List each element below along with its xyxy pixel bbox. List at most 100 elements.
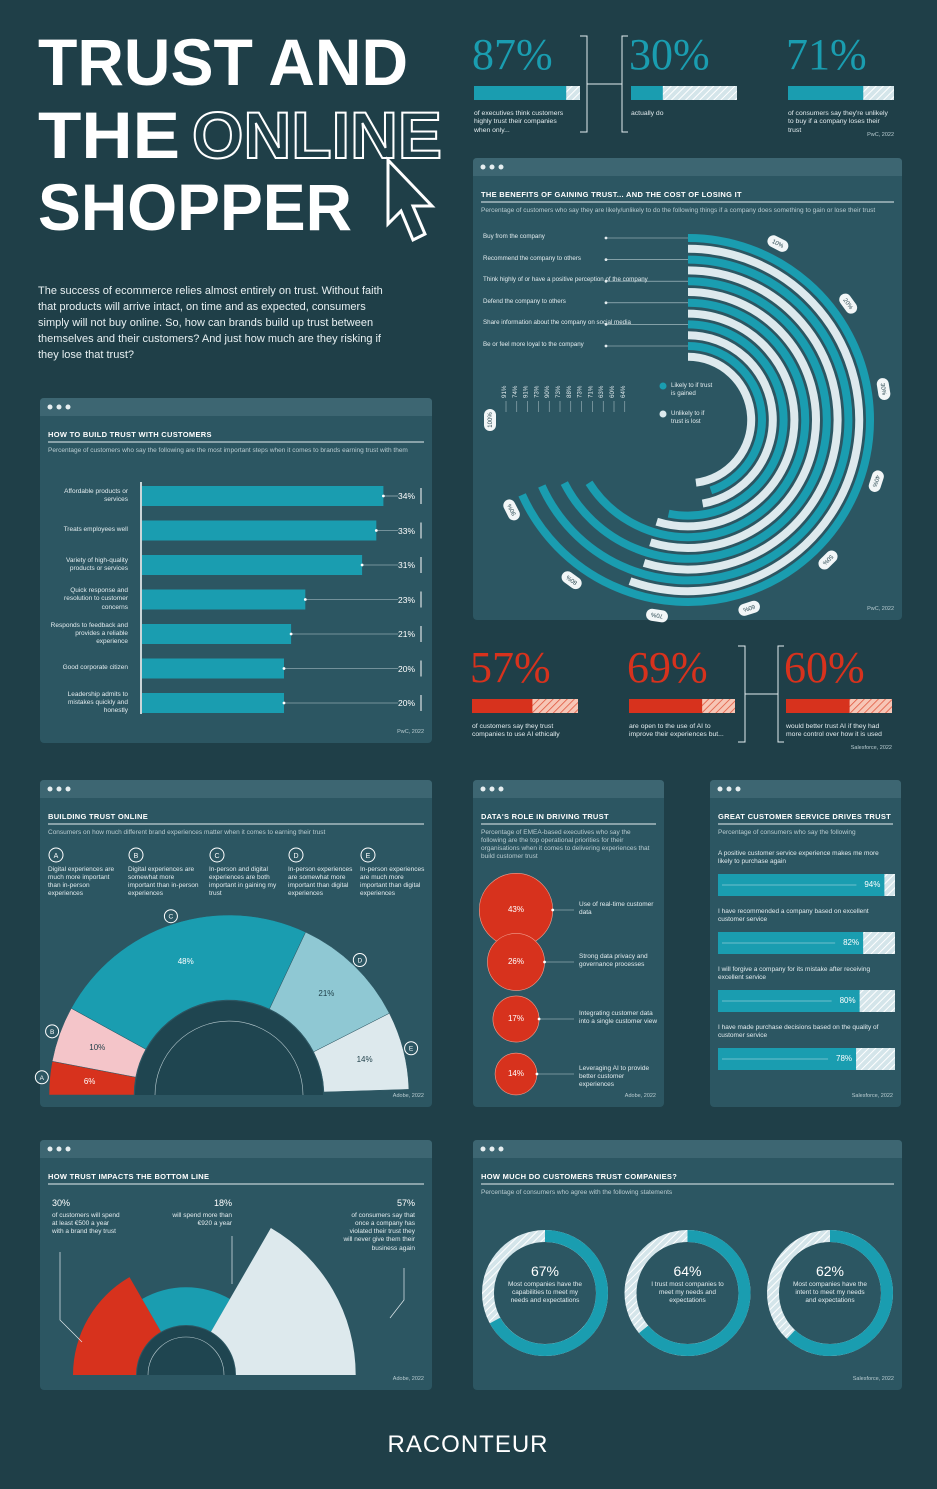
value-label: 64% bbox=[620, 385, 627, 398]
bar bbox=[142, 693, 284, 713]
radial-bar bbox=[687, 331, 777, 508]
donut-arc bbox=[786, 1230, 893, 1356]
option-letter: D bbox=[293, 853, 298, 860]
window-dot bbox=[489, 786, 495, 792]
value-label: 26% bbox=[507, 957, 524, 966]
leader-dot bbox=[604, 236, 608, 240]
tick-label: 60% bbox=[742, 603, 756, 613]
value-label: 18% bbox=[213, 1198, 232, 1208]
hole bbox=[135, 1001, 323, 1095]
category-label: Use of real-time customer data bbox=[579, 901, 654, 917]
window-dot bbox=[56, 786, 62, 792]
leader-dot bbox=[604, 323, 608, 326]
segment-letter: D bbox=[357, 957, 362, 964]
caption: of customers will spend at least €500 a … bbox=[52, 1212, 120, 1236]
source: Adobe, 2022 bbox=[392, 1376, 424, 1382]
window-dot bbox=[47, 1146, 53, 1152]
category-label: Share information about the company on s… bbox=[483, 319, 631, 327]
option-badge bbox=[48, 847, 64, 863]
tick-pill bbox=[503, 499, 520, 521]
value-label: 62% bbox=[815, 1263, 845, 1279]
cursor-icon bbox=[386, 156, 436, 243]
leader-dot bbox=[303, 598, 307, 601]
source: Salesforce, 2022 bbox=[852, 1376, 894, 1382]
leader-dot bbox=[282, 701, 286, 705]
card-bar bbox=[40, 398, 432, 416]
radial-bar bbox=[585, 298, 810, 542]
category-label: Affordable products or services bbox=[64, 487, 128, 503]
caption: will spend more than €920 a year bbox=[172, 1212, 232, 1228]
value-label: 33% bbox=[397, 525, 415, 536]
leader-dot bbox=[551, 908, 555, 912]
statement: I have recommended a company based on ex… bbox=[718, 908, 869, 924]
segment bbox=[313, 1012, 410, 1093]
radial-bar bbox=[687, 352, 756, 487]
tick-pill bbox=[868, 470, 884, 492]
value-label: 14% bbox=[356, 1055, 373, 1065]
intro-text: The success of ecommerce relies almost e… bbox=[38, 285, 383, 361]
value-label: 20% bbox=[397, 663, 415, 674]
option-text: In-person experiences are much more impo… bbox=[360, 866, 425, 898]
leader-dot bbox=[374, 529, 378, 532]
tick-pill bbox=[876, 378, 891, 400]
leader-dot bbox=[537, 1017, 541, 1021]
wedge bbox=[211, 1228, 356, 1375]
legend-swatch bbox=[659, 410, 667, 418]
stat-bar bbox=[474, 86, 567, 100]
tick-label: 90% bbox=[507, 502, 518, 516]
segment-badge bbox=[352, 952, 367, 967]
bracket bbox=[738, 645, 784, 743]
radial-bar bbox=[518, 234, 874, 606]
window-dot bbox=[56, 1146, 62, 1152]
stat-bar bbox=[631, 86, 663, 100]
chart-title: HOW MUCH DO CUSTOMERS TRUST COMPANIES? bbox=[481, 1172, 678, 1181]
title-line: SHOPPER bbox=[38, 170, 352, 244]
value-label: 6% bbox=[83, 1076, 96, 1086]
value-label: 20% bbox=[397, 698, 415, 708]
stat-caption: would better trust AI if they had more c… bbox=[786, 723, 882, 739]
window-dot bbox=[480, 164, 486, 170]
source: Adobe, 2022 bbox=[392, 1093, 424, 1099]
chart-title: HOW TO BUILD TRUST WITH CUSTOMERS bbox=[48, 430, 212, 439]
legend-label: Likely to if trust is gained bbox=[671, 382, 713, 397]
category-label: Strong data privacy and governance proce… bbox=[579, 953, 648, 969]
option-text: Digital experiences are somewhat more im… bbox=[128, 866, 199, 898]
value-label: 94% bbox=[864, 880, 881, 889]
legend-label: Unlikely to if trust is lost bbox=[671, 410, 705, 425]
segment-letter: B bbox=[50, 1029, 54, 1036]
chart-subtitle: Percentage of consumers who agree with t… bbox=[481, 1189, 673, 1196]
stat-value: 30% bbox=[629, 30, 710, 79]
wedge bbox=[73, 1277, 161, 1376]
category-label: Treats employees well bbox=[63, 526, 128, 534]
value-label: 73% bbox=[577, 385, 584, 398]
radial-bar bbox=[628, 244, 864, 596]
tick-pill bbox=[839, 293, 858, 314]
stat-value: 87% bbox=[472, 30, 553, 79]
category-label: Leveraging AI to provide better customer… bbox=[579, 1065, 650, 1089]
leader-dot bbox=[543, 960, 546, 964]
value-label: 67% bbox=[530, 1263, 560, 1279]
segment-badge bbox=[45, 1024, 60, 1039]
window-dot bbox=[480, 786, 486, 792]
window-dot bbox=[498, 786, 504, 792]
donut-arc bbox=[638, 1230, 751, 1356]
title-line: TRUST AND bbox=[38, 25, 408, 99]
category-label: Leadership admits to mistakes quickly an… bbox=[67, 690, 128, 715]
stat-caption: of executives think customers highly tru… bbox=[474, 110, 564, 134]
category-label: Recommend the company to others bbox=[483, 254, 582, 262]
leader-dot bbox=[289, 632, 293, 636]
card-bar bbox=[40, 1140, 432, 1158]
source: Salesforce, 2022 bbox=[850, 745, 892, 751]
source: PwC, 2022 bbox=[867, 606, 894, 612]
category-label: Think highly of or have a positive perce… bbox=[483, 276, 648, 284]
category-label: Integrating customer data into a single … bbox=[579, 1010, 658, 1026]
bar bbox=[142, 589, 306, 610]
value-label: 34% bbox=[397, 491, 415, 501]
radial-bar bbox=[538, 255, 853, 585]
radial-bar bbox=[655, 309, 799, 531]
source: PwC, 2022 bbox=[397, 729, 424, 735]
title-outline: ONLINE bbox=[192, 98, 442, 172]
value-label: 80% bbox=[839, 996, 856, 1005]
value-label: 90% bbox=[544, 385, 551, 398]
